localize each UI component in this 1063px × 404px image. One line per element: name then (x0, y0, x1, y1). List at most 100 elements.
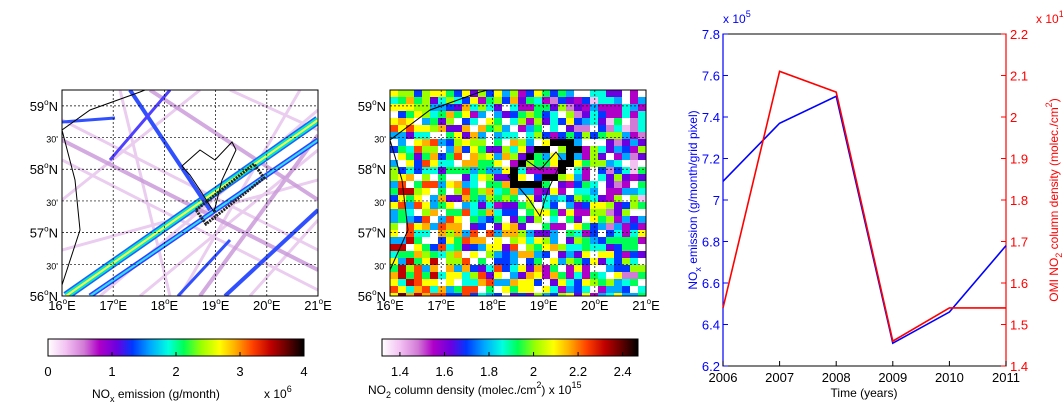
no2-pixel (582, 286, 591, 294)
no2-pixel (422, 209, 431, 217)
no2-pixel (534, 146, 543, 154)
no2-pixel (454, 244, 463, 252)
no2-pixel (438, 97, 447, 105)
no2-pixel (638, 209, 646, 217)
no2-pixel (590, 118, 599, 126)
no2-pixel (486, 153, 495, 161)
no2-pixel (574, 146, 583, 154)
no2-pixel (494, 216, 503, 224)
no2-pixel (542, 195, 551, 203)
no2-pixel (486, 90, 495, 98)
no2-pixel (518, 118, 527, 126)
no2-pixel (534, 230, 543, 238)
no2-pixel (454, 167, 463, 175)
no2-pixel (446, 153, 455, 161)
no2-pixel (494, 293, 503, 296)
no2-pixel (486, 265, 495, 273)
no2-pixel (630, 104, 639, 112)
no2-pixel (582, 202, 591, 210)
no2-pixel (430, 251, 439, 259)
no2-pixel (390, 279, 399, 287)
no2-pixel (406, 244, 415, 252)
no2-pixel (526, 279, 535, 287)
no2-pixel (478, 132, 487, 140)
no2-pixel (550, 251, 559, 259)
no2-pixel (454, 139, 463, 147)
no2-pixel (462, 104, 471, 112)
no2-pixel (574, 125, 583, 133)
no2-pixel (462, 174, 471, 182)
no2-pixel (494, 160, 503, 168)
left-axis-label: NOx emission (g/month/grid pixel) (686, 110, 703, 289)
no2-pixel (566, 265, 575, 273)
right-axis-label: OMI NO2 column density (molec./cm2) (1044, 98, 1063, 301)
no2-pixel (390, 181, 399, 189)
no2-pixel (630, 279, 639, 287)
no2-pixel (446, 251, 455, 259)
lat-tick-label: 30' (374, 198, 386, 208)
no2-pixel (598, 118, 607, 126)
no2-pixel (398, 202, 407, 210)
no2-pixel (590, 286, 599, 294)
no2-pixel (566, 209, 575, 217)
no2-pixel (454, 216, 463, 224)
no2-pixel (454, 237, 463, 245)
no2-pixel (510, 237, 519, 245)
no2-pixel (542, 230, 551, 238)
no2-pixel (398, 167, 407, 175)
no2-pixel (598, 272, 607, 280)
no2-pixel (614, 167, 623, 175)
no2-pixel (462, 125, 471, 133)
no2-pixel (630, 160, 639, 168)
island-outline (507, 151, 563, 218)
no2-pixel (430, 174, 439, 182)
no2-pixel (390, 188, 399, 196)
no2-pixel (510, 230, 519, 238)
no2-pixel (518, 286, 527, 294)
no2-pixel (614, 272, 623, 280)
no2-pixel (526, 195, 535, 203)
left-map-lon-labels: 16oE 17oE 18oE 19oE 20oE 21oE (48, 297, 332, 313)
colorbar-tick-label: 1.8 (480, 364, 498, 379)
no2-pixel (614, 153, 623, 161)
no2-pixel (582, 209, 591, 217)
no2-pixel (566, 195, 575, 203)
no2-pixel (398, 118, 407, 126)
no2-pixel (598, 90, 607, 98)
no2-pixel (470, 146, 479, 154)
no2-pixel (414, 279, 423, 287)
no2-pixel (454, 146, 463, 154)
no2-pixel (430, 279, 439, 287)
no2-pixel (470, 209, 479, 217)
no2-pixel (606, 195, 615, 203)
no2-pixel (510, 251, 519, 259)
no2-pixel (558, 258, 567, 266)
no2-pixel (606, 244, 615, 252)
no2-pixel (550, 132, 559, 140)
no2-pixel (486, 181, 495, 189)
x-axis-tick-label: 2008 (822, 370, 851, 385)
no2-pixel (638, 272, 646, 280)
no2-pixel (526, 237, 535, 245)
no2-pixel (398, 244, 407, 252)
x-axis-tick-label: 2006 (709, 370, 738, 385)
no2-pixel (406, 97, 415, 105)
no2-pixel (414, 237, 423, 245)
no2-pixel (414, 216, 423, 224)
no2-pixel (606, 272, 615, 280)
no2-pixel (622, 153, 631, 161)
no2-pixel (566, 279, 575, 287)
no2-pixel (526, 153, 535, 161)
no2-pixel (406, 230, 415, 238)
no2-pixel (390, 195, 399, 203)
no2-pixel (590, 174, 599, 182)
no2-pixel (414, 272, 423, 280)
no2-pixel (542, 104, 551, 112)
left-axis-tick-label: 6.8 (702, 235, 720, 250)
x-axis-tick-label: 2011 (992, 370, 1020, 385)
no2-pixel (606, 153, 615, 161)
no2-pixel (414, 97, 423, 105)
no2-pixel (398, 188, 407, 196)
no2-pixel (406, 181, 415, 189)
no2-pixel (470, 97, 479, 105)
